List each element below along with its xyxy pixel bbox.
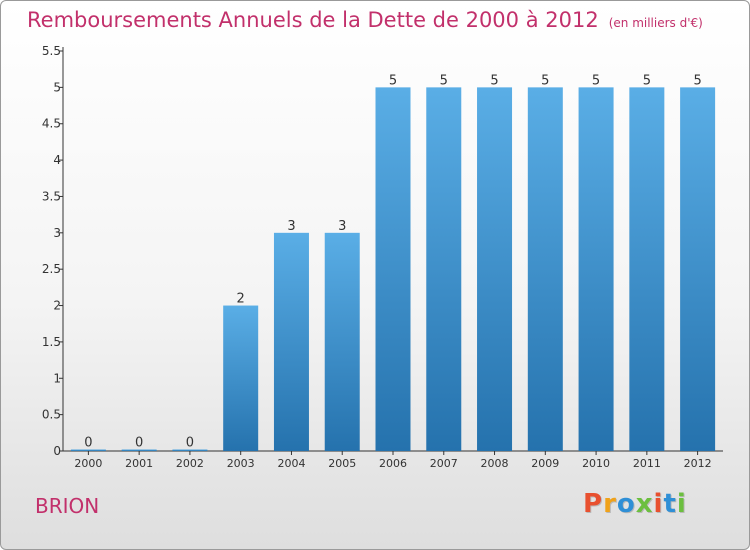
x-tick-label: 2001 [125, 457, 153, 470]
logo-letter: i [676, 489, 687, 519]
logo-letter: t [663, 489, 677, 519]
x-tick-label: 2004 [277, 457, 305, 470]
bar [324, 232, 360, 451]
bar-value-label: 0 [84, 436, 92, 451]
y-tick-label: 1 [53, 371, 61, 385]
bar-value-label: 5 [592, 73, 600, 88]
logo-letter: x [635, 489, 654, 519]
unit-label: (en milliers d'€) [608, 16, 703, 30]
bar [426, 87, 462, 451]
y-tick-label: 0.5 [42, 408, 61, 422]
x-tick-label: 2012 [684, 457, 712, 470]
bar [578, 87, 614, 451]
bar [121, 449, 157, 451]
title-text: Remboursements Annuels de la Dette de 20… [27, 8, 599, 32]
bar [477, 87, 513, 451]
logo-letter: i [653, 489, 664, 519]
bar-value-label: 5 [643, 73, 651, 88]
x-axis: 2000 2001 2002 2003 2004 2005 2006 2007 2008 2009… [63, 450, 723, 470]
y-tick-label: 2.5 [42, 262, 61, 276]
bar [680, 87, 716, 451]
bar-value-label: 5 [693, 73, 701, 88]
x-tick-label: 2003 [227, 457, 255, 470]
bar-value-label: 2 [237, 292, 245, 307]
y-tick-label: 0 [53, 444, 61, 458]
bar [223, 305, 259, 451]
bars: 0 0 0 2 3 3 5 5 5 5 5 5 5 [70, 73, 716, 451]
bar [527, 87, 563, 451]
bar-value-label: 5 [541, 73, 549, 88]
x-tick-label: 2008 [481, 457, 509, 470]
x-tick-label: 2000 [74, 457, 102, 470]
y-tick-label: 3.5 [42, 189, 61, 203]
bar-value-label: 3 [287, 219, 295, 234]
x-tick-label: 2007 [430, 457, 458, 470]
bar-value-label: 3 [338, 219, 346, 234]
bar [273, 232, 309, 451]
y-tick-label: 4.5 [42, 117, 61, 131]
bar [375, 87, 411, 451]
bar-value-label: 0 [186, 436, 194, 451]
x-tick-label: 2002 [176, 457, 204, 470]
y-tick-label: 5 [53, 80, 61, 94]
bar [629, 87, 665, 451]
chart-title: Remboursements Annuels de la Dette de 20… [27, 8, 703, 32]
x-tick-label: 2010 [582, 457, 610, 470]
logo-letter: o [616, 489, 636, 519]
x-tick-label: 2011 [633, 457, 661, 470]
y-axis: 0 0.5 1 1.5 2 2.5 3 3.5 4 4.5 5 5.5 [42, 44, 64, 458]
x-tick-label: 2006 [379, 457, 407, 470]
y-tick-label: 1.5 [42, 335, 61, 349]
x-tick-label: 2009 [531, 457, 559, 470]
bar [70, 449, 106, 451]
bar-value-label: 5 [490, 73, 498, 88]
bar-value-label: 0 [135, 436, 143, 451]
y-tick-label: 5.5 [42, 44, 61, 58]
bar [172, 449, 208, 451]
bar-value-label: 5 [440, 73, 448, 88]
x-tick-label: 2005 [328, 457, 356, 470]
y-tick-label: 3 [53, 226, 61, 240]
logo-letter: P [583, 489, 604, 519]
y-tick-label: 4 [53, 153, 61, 167]
y-tick-label: 2 [53, 299, 61, 313]
bar-value-label: 5 [389, 73, 397, 88]
proxiti-logo: Proxiti [583, 489, 687, 519]
logo-letter: r [603, 489, 617, 519]
commune-name: BRION [35, 494, 100, 518]
